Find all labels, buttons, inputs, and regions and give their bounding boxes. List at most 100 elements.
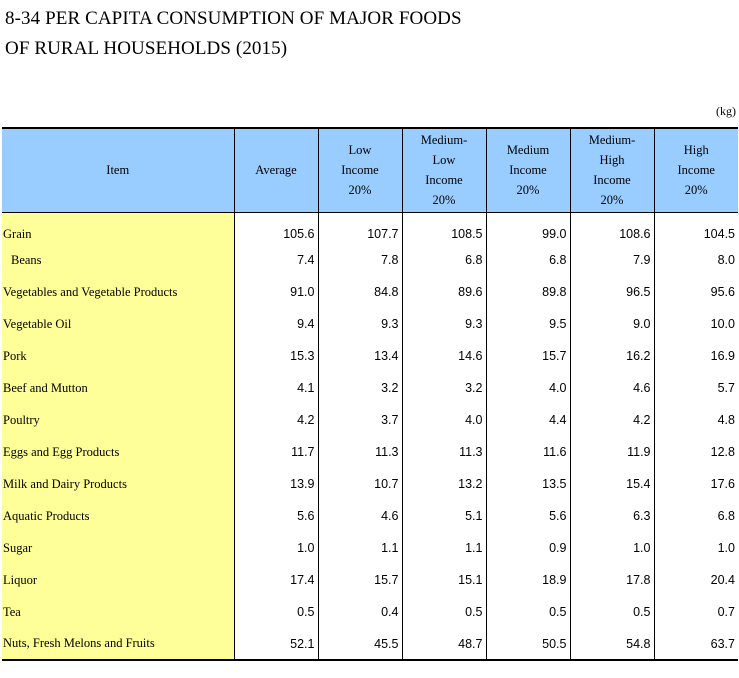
header-medium-high-income: Medium- High Income 20% <box>569 127 654 213</box>
row-value: 48.7 <box>401 628 486 661</box>
page-title: 8-34 PER CAPITA CONSUMPTION OF MAJOR FOO… <box>5 4 462 64</box>
table-row: Vegetable Oil 9.4 9.3 9.3 9.5 9.0 10.0 <box>2 308 738 340</box>
row-item-label: Sugar <box>2 532 234 564</box>
row-value: 5.1 <box>401 500 486 532</box>
header-medium-income: Medium Income 20% <box>485 127 570 213</box>
row-value: 17.6 <box>653 468 738 500</box>
row-value: 5.6 <box>233 500 318 532</box>
row-value: 3.2 <box>317 372 402 404</box>
table-row: Liquor 17.4 15.7 15.1 18.9 17.8 20.4 <box>2 564 738 596</box>
row-item-label: Beef and Mutton <box>2 372 234 404</box>
row-value: 4.6 <box>569 372 654 404</box>
header-medium-low-income: Medium- Low Income 20% <box>401 127 486 213</box>
title-line-2: OF RURAL HOUSEHOLDS (2015) <box>5 38 288 59</box>
row-value: 50.5 <box>485 628 570 661</box>
row-value: 105.6 <box>233 212 318 244</box>
row-value: 1.0 <box>653 532 738 564</box>
row-value: 99.0 <box>485 212 570 244</box>
table-row: Beans 7.4 7.8 6.8 6.8 7.9 8.0 <box>2 244 738 276</box>
row-value: 20.4 <box>653 564 738 596</box>
row-value: 0.4 <box>317 596 402 628</box>
row-item-label: Nuts, Fresh Melons and Fruits <box>2 628 234 661</box>
table-row: Poultry 4.2 3.7 4.0 4.4 4.2 4.8 <box>2 404 738 436</box>
row-value: 95.6 <box>653 276 738 308</box>
row-value: 15.4 <box>569 468 654 500</box>
row-value: 1.1 <box>317 532 402 564</box>
row-value: 4.1 <box>233 372 318 404</box>
row-value: 89.8 <box>485 276 570 308</box>
row-value: 9.3 <box>401 308 486 340</box>
header-row: Item Average Low Income 20% Medium- Low … <box>2 127 738 213</box>
row-item-label: Vegetable Oil <box>2 308 234 340</box>
row-value: 4.0 <box>485 372 570 404</box>
row-item-label: Beans <box>2 244 234 276</box>
table-row: Eggs and Egg Products 11.7 11.3 11.3 11.6 11.… <box>2 436 738 468</box>
table-body: Grain 105.6 107.7 108.5 99.0 108.6 104.5 Beans 7… <box>2 212 738 661</box>
row-value: 107.7 <box>317 212 402 244</box>
row-value: 3.7 <box>317 404 402 436</box>
row-item-label: Aquatic Products <box>2 500 234 532</box>
table-row: Nuts, Fresh Melons and Fruits 52.1 45.5 48.… <box>2 628 738 661</box>
row-value: 15.3 <box>233 340 318 372</box>
row-value: 13.9 <box>233 468 318 500</box>
consumption-table: Item Average Low Income 20% Medium- Low … <box>2 127 738 661</box>
table-row: Pork 15.3 13.4 14.6 15.7 16.2 16.9 <box>2 340 738 372</box>
row-value: 11.6 <box>485 436 570 468</box>
row-value: 6.3 <box>569 500 654 532</box>
title-line-1: 8-34 PER CAPITA CONSUMPTION OF MAJOR FOO… <box>5 8 462 29</box>
unit-label: (kg) <box>716 104 736 118</box>
row-item-label: Liquor <box>2 564 234 596</box>
row-value: 15.1 <box>401 564 486 596</box>
row-value: 1.1 <box>401 532 486 564</box>
row-value: 0.9 <box>485 532 570 564</box>
row-value: 15.7 <box>485 340 570 372</box>
row-value: 6.8 <box>485 244 570 276</box>
row-value: 6.8 <box>653 500 738 532</box>
row-value: 17.8 <box>569 564 654 596</box>
row-value: 9.3 <box>317 308 402 340</box>
table-row: Vegetables and Vegetable Products 91.0 84.… <box>2 276 738 308</box>
row-value: 0.5 <box>485 596 570 628</box>
row-item-label: Milk and Dairy Products <box>2 468 234 500</box>
row-value: 10.7 <box>317 468 402 500</box>
row-value: 6.8 <box>401 244 486 276</box>
row-value: 91.0 <box>233 276 318 308</box>
row-value: 96.5 <box>569 276 654 308</box>
row-value: 15.7 <box>317 564 402 596</box>
row-value: 13.2 <box>401 468 486 500</box>
row-value: 3.2 <box>401 372 486 404</box>
row-value: 4.0 <box>401 404 486 436</box>
table-header: Item Average Low Income 20% Medium- Low … <box>2 127 738 213</box>
row-value: 5.7 <box>653 372 738 404</box>
row-value: 0.5 <box>569 596 654 628</box>
header-low-income: Low Income 20% <box>317 127 402 213</box>
table-row: Beef and Mutton 4.1 3.2 3.2 4.0 4.6 5.7 <box>2 372 738 404</box>
row-value: 1.0 <box>233 532 318 564</box>
row-value: 63.7 <box>653 628 738 661</box>
row-value: 4.6 <box>317 500 402 532</box>
row-value: 9.5 <box>485 308 570 340</box>
row-item-label: Eggs and Egg Products <box>2 436 234 468</box>
row-value: 4.8 <box>653 404 738 436</box>
row-value: 17.4 <box>233 564 318 596</box>
row-value: 4.2 <box>569 404 654 436</box>
row-value: 11.3 <box>401 436 486 468</box>
row-value: 16.2 <box>569 340 654 372</box>
table-row: Tea 0.5 0.4 0.5 0.5 0.5 0.7 <box>2 596 738 628</box>
row-item-label: Poultry <box>2 404 234 436</box>
row-item-label: Grain <box>2 212 234 244</box>
header-average: Average <box>233 127 318 213</box>
row-value: 14.6 <box>401 340 486 372</box>
row-value: 52.1 <box>233 628 318 661</box>
row-value: 10.0 <box>653 308 738 340</box>
row-value: 108.5 <box>401 212 486 244</box>
row-value: 4.2 <box>233 404 318 436</box>
header-high-income: High Income 20% <box>653 127 738 213</box>
row-value: 12.8 <box>653 436 738 468</box>
row-value: 7.8 <box>317 244 402 276</box>
row-value: 0.5 <box>401 596 486 628</box>
row-value: 11.3 <box>317 436 402 468</box>
table-row: Sugar 1.0 1.1 1.1 0.9 1.0 1.0 <box>2 532 738 564</box>
row-value: 11.9 <box>569 436 654 468</box>
table-row: Grain 105.6 107.7 108.5 99.0 108.6 104.5 <box>2 212 738 244</box>
